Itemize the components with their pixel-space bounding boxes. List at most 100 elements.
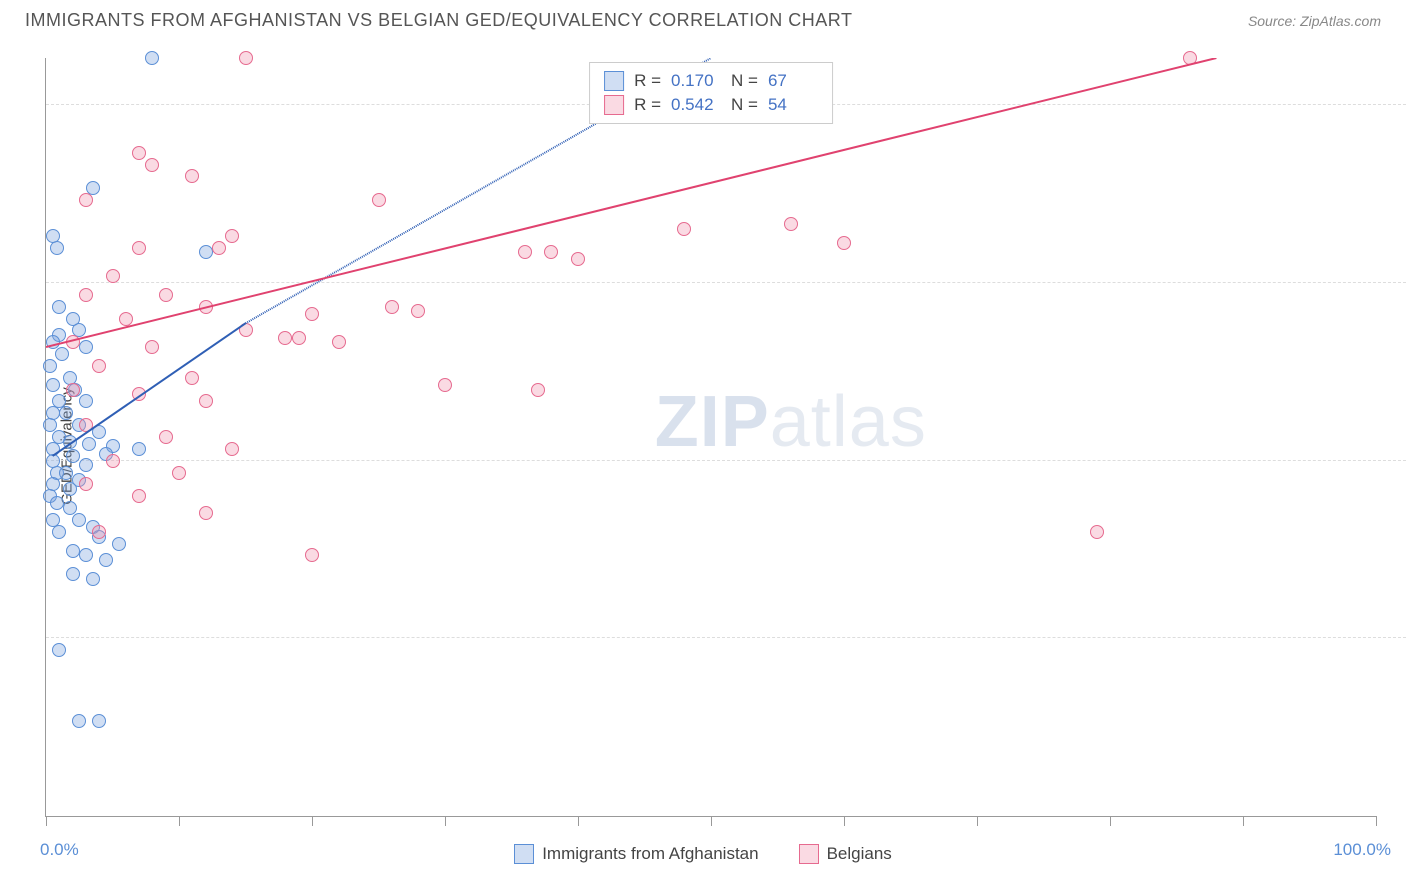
scatter-point-belgians — [518, 245, 532, 259]
scatter-point-afghanistan — [72, 714, 86, 728]
gridline — [46, 637, 1406, 638]
scatter-point-belgians — [79, 418, 93, 432]
scatter-point-belgians — [132, 241, 146, 255]
chart-header: IMMIGRANTS FROM AFGHANISTAN VS BELGIAN G… — [0, 0, 1406, 39]
scatter-point-afghanistan — [50, 241, 64, 255]
scatter-point-belgians — [132, 146, 146, 160]
scatter-point-afghanistan — [66, 567, 80, 581]
scatter-point-afghanistan — [52, 643, 66, 657]
x-tick — [977, 816, 978, 826]
scatter-point-belgians — [305, 307, 319, 321]
swatch-belgians — [604, 95, 624, 115]
y-tick-label: 77.5% — [1391, 611, 1406, 629]
legend-item-afghanistan: Immigrants from Afghanistan — [514, 844, 758, 864]
legend-item-belgians: Belgians — [799, 844, 892, 864]
scatter-point-belgians — [66, 383, 80, 397]
scatter-point-afghanistan — [72, 513, 86, 527]
scatter-point-afghanistan — [82, 437, 96, 451]
swatch-afghanistan — [604, 71, 624, 91]
scatter-point-belgians — [92, 525, 106, 539]
scatter-point-belgians — [92, 359, 106, 373]
chart-title: IMMIGRANTS FROM AFGHANISTAN VS BELGIAN G… — [25, 10, 852, 31]
y-tick-label: 92.5% — [1391, 256, 1406, 274]
scatter-point-afghanistan — [79, 340, 93, 354]
scatter-point-belgians — [199, 300, 213, 314]
scatter-point-belgians — [106, 454, 120, 468]
scatter-point-afghanistan — [52, 300, 66, 314]
chart-source: Source: ZipAtlas.com — [1248, 13, 1381, 29]
scatter-point-belgians — [132, 489, 146, 503]
x-tick — [1110, 816, 1111, 826]
scatter-point-afghanistan — [63, 435, 77, 449]
legend-label-belgians: Belgians — [827, 844, 892, 864]
scatter-point-belgians — [292, 331, 306, 345]
stats-row-afghanistan: R = 0.170 N = 67 — [604, 69, 818, 93]
scatter-point-belgians — [531, 383, 545, 397]
scatter-point-belgians — [225, 229, 239, 243]
x-tick — [711, 816, 712, 826]
scatter-point-afghanistan — [132, 442, 146, 456]
scatter-point-belgians — [79, 288, 93, 302]
scatter-point-belgians — [145, 340, 159, 354]
x-tick — [445, 816, 446, 826]
x-tick — [46, 816, 47, 826]
scatter-point-afghanistan — [86, 572, 100, 586]
scatter-point-belgians — [411, 304, 425, 318]
scatter-point-afghanistan — [92, 714, 106, 728]
gridline — [46, 282, 1406, 283]
scatter-point-afghanistan — [79, 548, 93, 562]
legend-label-afghanistan: Immigrants from Afghanistan — [542, 844, 758, 864]
scatter-point-afghanistan — [199, 245, 213, 259]
gridline — [46, 460, 1406, 461]
stats-legend-box: R = 0.170 N = 67 R = 0.542 N = 54 — [589, 62, 833, 124]
r-value-belgians: 0.542 — [671, 95, 721, 115]
scatter-point-afghanistan — [50, 496, 64, 510]
scatter-point-belgians — [199, 506, 213, 520]
scatter-point-afghanistan — [46, 378, 60, 392]
y-tick-label: 100.0% — [1391, 97, 1406, 115]
scatter-point-belgians — [1183, 51, 1197, 65]
scatter-point-belgians — [106, 269, 120, 283]
scatter-point-belgians — [332, 335, 346, 349]
scatter-point-belgians — [385, 300, 399, 314]
scatter-point-belgians — [119, 312, 133, 326]
scatter-point-belgians — [79, 193, 93, 207]
scatter-point-belgians — [132, 387, 146, 401]
scatter-point-afghanistan — [92, 425, 106, 439]
watermark: ZIPatlas — [655, 381, 927, 463]
x-tick — [1243, 816, 1244, 826]
scatter-point-belgians — [159, 430, 173, 444]
scatter-point-afghanistan — [66, 449, 80, 463]
scatter-point-belgians — [278, 331, 292, 345]
x-tick — [179, 816, 180, 826]
scatter-point-belgians — [239, 323, 253, 337]
scatter-point-belgians — [438, 378, 452, 392]
scatter-point-belgians — [677, 222, 691, 236]
scatter-point-afghanistan — [79, 458, 93, 472]
n-value-afghanistan: 67 — [768, 71, 818, 91]
scatter-point-belgians — [1090, 525, 1104, 539]
scatter-point-afghanistan — [55, 347, 69, 361]
scatter-point-afghanistan — [59, 466, 73, 480]
legend-swatch-afghanistan — [514, 844, 534, 864]
bottom-legend: Immigrants from Afghanistan Belgians — [0, 844, 1406, 864]
scatter-point-afghanistan — [59, 406, 73, 420]
scatter-point-belgians — [185, 371, 199, 385]
scatter-point-belgians — [185, 169, 199, 183]
scatter-point-afghanistan — [52, 525, 66, 539]
scatter-point-belgians — [239, 51, 253, 65]
scatter-point-belgians — [372, 193, 386, 207]
scatter-point-belgians — [544, 245, 558, 259]
scatter-point-belgians — [66, 335, 80, 349]
scatter-point-afghanistan — [99, 553, 113, 567]
x-tick — [578, 816, 579, 826]
scatter-point-afghanistan — [63, 482, 77, 496]
scatter-point-belgians — [212, 241, 226, 255]
stats-row-belgians: R = 0.542 N = 54 — [604, 93, 818, 117]
x-tick — [312, 816, 313, 826]
trend-lines — [46, 58, 1376, 816]
y-tick-label: 85.0% — [1391, 434, 1406, 452]
legend-swatch-belgians — [799, 844, 819, 864]
scatter-point-afghanistan — [112, 537, 126, 551]
scatter-point-afghanistan — [43, 359, 57, 373]
